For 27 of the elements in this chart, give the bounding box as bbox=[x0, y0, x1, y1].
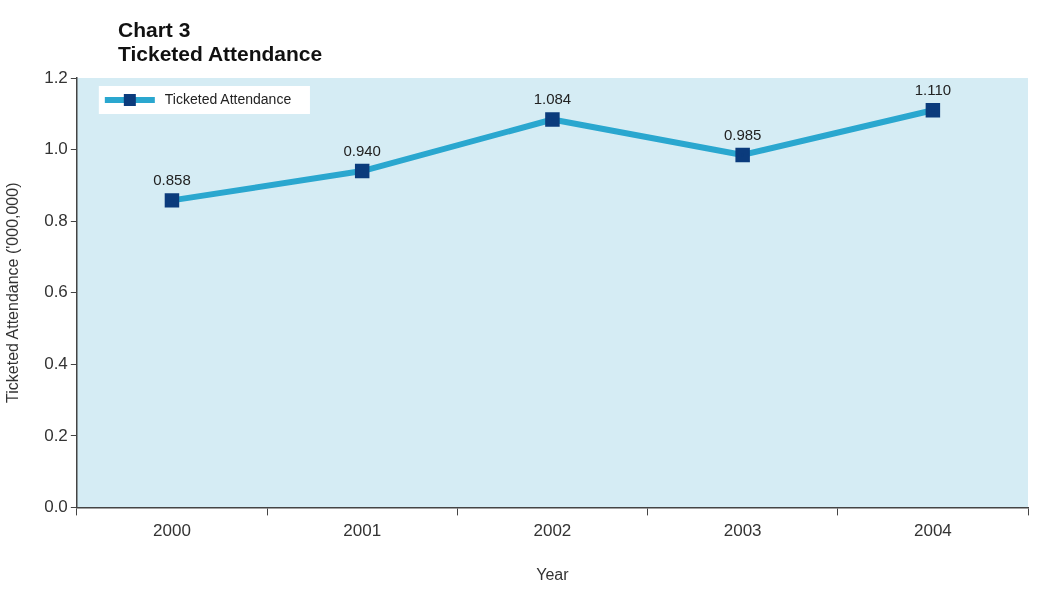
point bbox=[925, 102, 941, 118]
y-tick-label: 0.8 bbox=[44, 210, 68, 230]
x-tick-label: 2003 bbox=[723, 521, 762, 541]
data-label: 1.110 bbox=[914, 80, 952, 98]
data-label: 0.940 bbox=[343, 141, 381, 159]
chart-subtitle: Ticketed Attendance bbox=[118, 42, 323, 66]
x-tick-label: 2000 bbox=[153, 521, 191, 541]
y-tick-label: 0.0 bbox=[44, 497, 68, 517]
legend-label: Ticketed Attendance bbox=[164, 90, 292, 107]
chart-title: Chart 3 bbox=[118, 18, 192, 42]
x-tick-label: 2001 bbox=[343, 521, 382, 541]
y-tick-label: 0.4 bbox=[44, 353, 68, 373]
x-axis-title: Year bbox=[536, 565, 570, 583]
y-tick-label: 0.2 bbox=[44, 425, 68, 445]
y-axis-title: Ticketed Attendance ('000,000) bbox=[4, 182, 22, 403]
data-label: 0.985 bbox=[723, 125, 762, 143]
y-tick-label: 0.6 bbox=[44, 282, 68, 302]
y-tick-label: 1.0 bbox=[44, 139, 68, 159]
point bbox=[354, 163, 370, 179]
data-label: 0.858 bbox=[153, 171, 191, 189]
x-tick-label: 2004 bbox=[913, 521, 952, 541]
point bbox=[545, 112, 560, 127]
point bbox=[735, 147, 750, 163]
point bbox=[164, 193, 180, 208]
x-tick-label: 2002 bbox=[533, 521, 572, 541]
data-label: 1.084 bbox=[533, 90, 572, 108]
y-tick-label: 1.2 bbox=[44, 67, 68, 87]
